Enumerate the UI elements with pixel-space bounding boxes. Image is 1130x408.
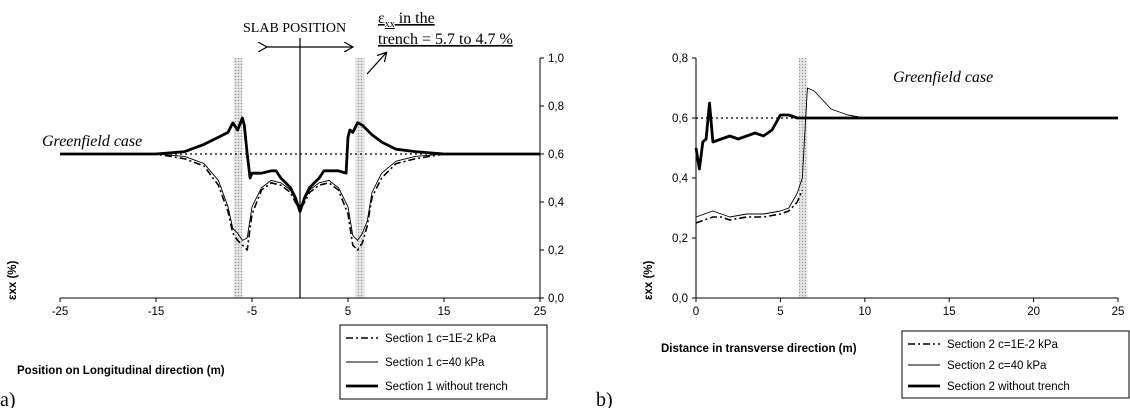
trench-annotation-line1: εxx in the [378,10,435,30]
panel-a-chart: -25 -15 -5 5 15 25 0,0 0,2 0,4 0,6 0,8 1,0 SLAB PO… [0,10,565,408]
y-tick-label: 0,2 [672,233,688,245]
series-line-3 [694,101,1118,171]
x-tick-label: 15 [943,306,956,318]
x-tick-label: 10 [858,306,871,318]
y-tick-label: 0,6 [672,113,688,125]
series-line-1 [695,189,804,224]
x-tick-label: 25 [534,306,547,318]
legend-label-3: Section 2 without trench [947,381,1070,393]
x-axis-title: Position on Longitudinal direction (m) [17,365,225,377]
y-tick-label: 0,8 [672,53,688,65]
trench-zone-1 [798,58,808,298]
y-tick-label: 0,6 [548,149,564,161]
greenfield-label: Greenfield case [893,69,993,86]
x-tick-label: 15 [438,306,451,318]
x-tick-label: 0 [693,306,699,318]
x-tick-label: 5 [345,306,351,318]
y-tick-label: 0,0 [548,293,564,305]
y-tick-label: 1,0 [548,53,564,65]
legend-label-1: Section 1 c=1E-2 kPa [385,333,497,345]
legend-label-2: Section 1 c=40 kPa [385,357,485,369]
legend-label-3: Section 1 without trench [385,381,508,393]
legend-label-2: Section 2 c=40 kPa [947,360,1047,372]
panel-b-label: b) [596,389,613,408]
trench-arrow [366,53,386,75]
x-tick-label: 25 [1112,306,1125,318]
trench-zone-2 [355,58,365,298]
series-line-1 [60,153,540,251]
legend-b: Section 2 c=1E-2 kPa Section 2 c=40 kPa … [901,330,1130,399]
y-tick-label: 0,0 [672,293,688,305]
trench-zones [798,58,808,298]
series-line-2 [695,87,1118,218]
trench-zones [233,58,365,298]
trench-annotation-line2: trench = 5.7 to 4.7 % [378,31,513,48]
y-tick-label: 0,4 [672,173,689,185]
y-axis-title: εxx (%) [7,261,19,300]
x-tick-label: 20 [1027,306,1040,318]
panel-a-label: a) [0,389,16,408]
x-tick-label: -25 [52,306,69,318]
trench-zone-1 [233,58,243,298]
y-tick-label: 0,8 [548,101,564,113]
legend-a: Section 1 c=1E-2 kPa Section 1 c=40 kPa … [339,324,548,400]
y-tick-label: 0,4 [548,197,565,209]
x-tick-label: 5 [777,306,783,318]
x-tick-label: -15 [148,306,165,318]
legend-label-1: Section 2 c=1E-2 kPa [947,339,1059,351]
x-axis-title: Distance in transverse direction (m) [661,343,857,355]
slab-position-label: SLAB POSITION [243,21,346,36]
y-tick-label: 0,2 [548,245,564,257]
greenfield-label: Greenfield case [42,133,142,150]
x-tick-label: -5 [247,306,257,318]
y-axis-title: εxx (%) [643,261,655,300]
panel-b-chart: 0 5 10 15 20 25 0,0 0,2 0,4 0,6 0,8 Greenfield ca… [596,53,1130,408]
